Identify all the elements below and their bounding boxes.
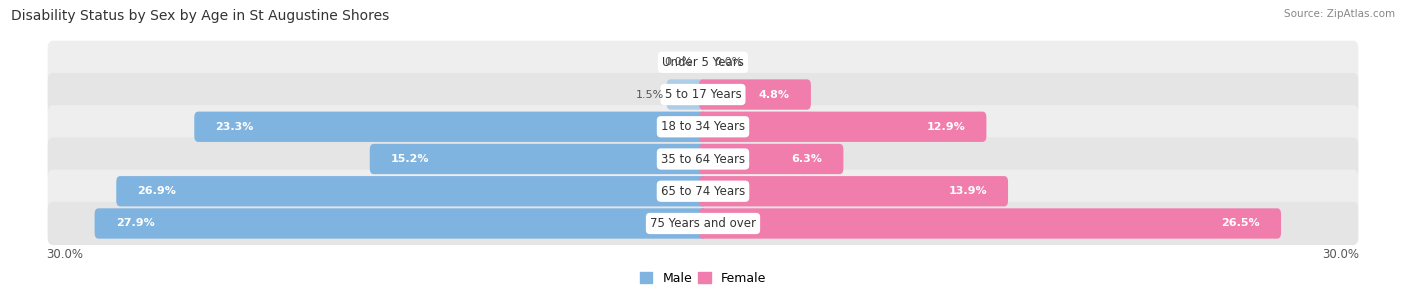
FancyBboxPatch shape (48, 202, 1358, 245)
FancyBboxPatch shape (699, 144, 844, 174)
Text: 27.9%: 27.9% (115, 219, 155, 229)
FancyBboxPatch shape (194, 112, 707, 142)
FancyBboxPatch shape (48, 41, 1358, 84)
Legend: Male, Female: Male, Female (636, 267, 770, 290)
Text: 30.0%: 30.0% (46, 248, 83, 261)
Text: 26.5%: 26.5% (1222, 219, 1260, 229)
Text: 18 to 34 Years: 18 to 34 Years (661, 120, 745, 133)
Text: 0.0%: 0.0% (664, 57, 692, 67)
Text: 15.2%: 15.2% (391, 154, 429, 164)
Text: 0.0%: 0.0% (714, 57, 742, 67)
Text: 6.3%: 6.3% (792, 154, 823, 164)
Text: Disability Status by Sex by Age in St Augustine Shores: Disability Status by Sex by Age in St Au… (11, 9, 389, 23)
Text: 4.8%: 4.8% (759, 89, 790, 99)
FancyBboxPatch shape (699, 112, 987, 142)
Text: Under 5 Years: Under 5 Years (662, 56, 744, 69)
FancyBboxPatch shape (117, 176, 707, 206)
Text: 30.0%: 30.0% (1323, 248, 1360, 261)
Text: 5 to 17 Years: 5 to 17 Years (665, 88, 741, 101)
FancyBboxPatch shape (48, 73, 1358, 116)
Text: 23.3%: 23.3% (215, 122, 254, 132)
FancyBboxPatch shape (699, 79, 811, 110)
FancyBboxPatch shape (666, 79, 707, 110)
FancyBboxPatch shape (94, 208, 707, 239)
Text: 75 Years and over: 75 Years and over (650, 217, 756, 230)
FancyBboxPatch shape (48, 170, 1358, 213)
FancyBboxPatch shape (48, 105, 1358, 148)
Text: 65 to 74 Years: 65 to 74 Years (661, 185, 745, 198)
FancyBboxPatch shape (699, 208, 1281, 239)
Text: 13.9%: 13.9% (948, 186, 987, 196)
Text: 35 to 64 Years: 35 to 64 Years (661, 153, 745, 165)
Text: 26.9%: 26.9% (138, 186, 176, 196)
Text: 12.9%: 12.9% (927, 122, 965, 132)
FancyBboxPatch shape (370, 144, 707, 174)
FancyBboxPatch shape (48, 137, 1358, 181)
FancyBboxPatch shape (699, 176, 1008, 206)
Text: 1.5%: 1.5% (636, 89, 664, 99)
Text: Source: ZipAtlas.com: Source: ZipAtlas.com (1284, 9, 1395, 19)
